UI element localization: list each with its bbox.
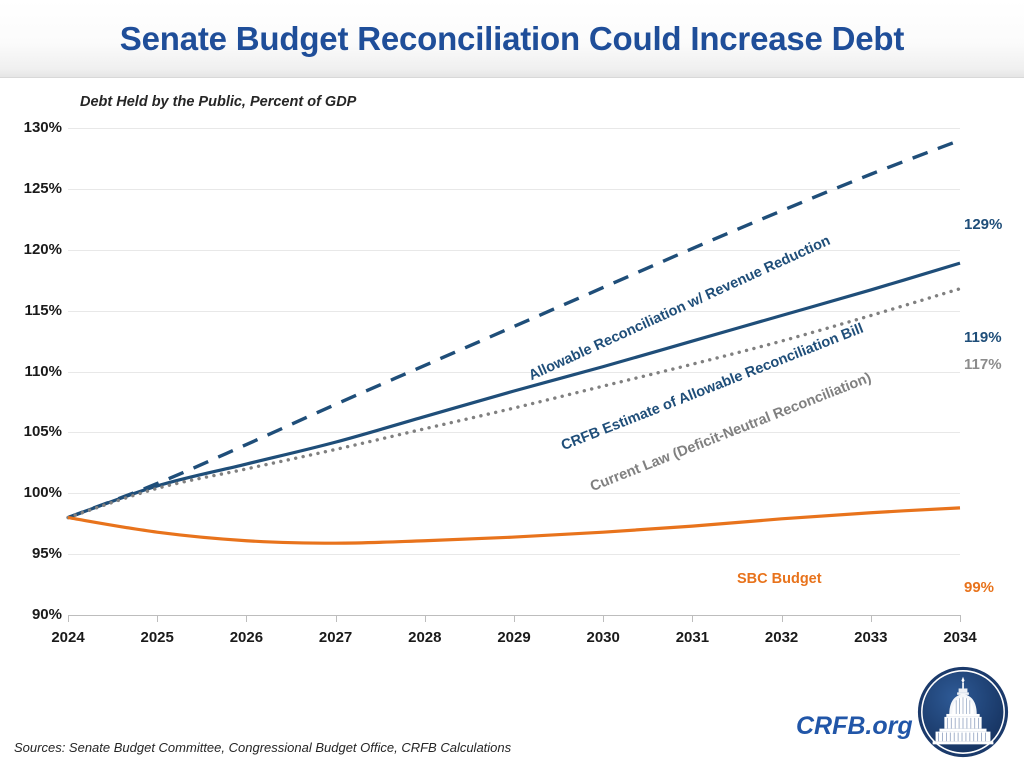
y-axis-tick-label: 90% [31,606,62,623]
x-axis-tick [424,615,426,622]
series-path [67,506,961,545]
end-value-sbc-budget: 99% [964,579,995,596]
end-value-crfb-estimate: 119% [964,329,1002,346]
gridline [68,432,960,434]
x-axis-tick [514,615,515,622]
y-axis-tick-label: 115% [24,301,62,319]
source-note: Sources: Senate Budget Committee, Congre… [14,740,512,755]
gridline [68,554,960,556]
x-axis-tick [960,615,961,622]
chart-container: Debt Held by the Public, Percent of GDP … [0,78,1024,678]
x-axis-tick-label: 2025 [140,629,174,646]
x-axis-tick-label: 2032 [764,629,799,646]
x-axis-tick-label: 2029 [497,629,531,646]
x-axis-tick [68,615,69,622]
x-axis-tick-label: 2033 [854,629,888,646]
x-axis-tick-label: 2030 [586,629,620,646]
x-axis-tick [870,615,872,622]
x-axis-tick-label: 2031 [675,629,710,646]
x-axis-tick-label: 2024 [51,629,85,646]
y-axis-tick-label: 100% [23,484,62,502]
y-axis-tick-label: 105% [23,423,62,441]
capitol-dome-icon [915,664,1011,760]
y-axis-tick-label: 120% [23,240,62,258]
x-axis-tick [246,615,248,622]
x-axis-tick [157,615,159,622]
gridline [68,371,960,373]
chart-subtitle: Debt Held by the Public, Percent of GDP [80,94,357,110]
x-axis-tick-label: 2027 [318,629,353,646]
x-axis-tick-label: 2034 [943,629,977,646]
x-axis-tick-label: 2028 [408,629,442,646]
x-axis-tick [781,615,783,622]
gridline [68,249,960,251]
gridline [68,310,960,312]
series-path [67,261,961,520]
end-value-allowable-reconciliation: 129% [964,216,1003,233]
x-axis-tick-label: 2026 [229,629,264,646]
y-axis-tick-label: 95% [31,545,62,563]
x-axis-tick [692,615,694,622]
end-value-current-law: 117% [964,356,1002,373]
title-banner [0,0,1024,78]
y-axis-tick-label: 130% [23,119,62,136]
series-lines [66,138,962,545]
series-label-sbc-budget: SBC Budget [737,571,822,587]
page-title: Senate Budget Reconciliation Could Incre… [119,20,905,57]
gridline [68,493,960,495]
x-axis-tick [603,615,605,622]
series-path [67,138,961,520]
x-axis-tick [335,615,337,622]
crfb-org-text: CRFB.org [796,712,913,740]
gridline [68,188,960,190]
y-axis-tick-label: 125% [23,179,62,197]
gridline [68,128,960,129]
crfb-branding: CRFB.org [796,660,1016,764]
y-axis-tick-label: 110% [24,362,62,380]
y-axis: 130% 125% 120% 115% 110% 105% 100% 95% 90% [0,119,62,623]
